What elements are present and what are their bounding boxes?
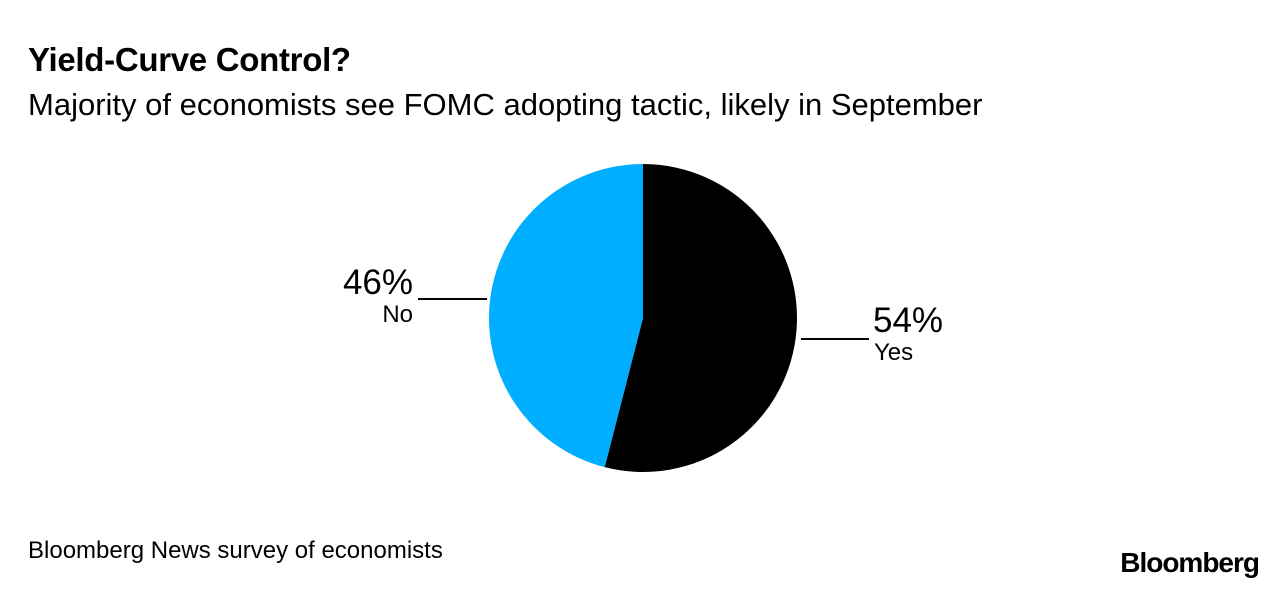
slice-value-yes: 54% xyxy=(873,301,943,340)
bloomberg-logo: Bloomberg xyxy=(1120,547,1260,578)
pie-slice-no xyxy=(488,164,643,468)
slice-label-no: No xyxy=(382,301,413,328)
pie-slice-yes xyxy=(604,164,797,472)
slice-label-yes: Yes xyxy=(874,339,913,366)
source-note: Bloomberg News survey of economists xyxy=(28,537,443,564)
chart-title: Yield-Curve Control? xyxy=(28,41,351,78)
slice-value-no: 46% xyxy=(343,263,413,302)
chart-subtitle: Majority of economists see FOMC adopting… xyxy=(28,87,983,122)
